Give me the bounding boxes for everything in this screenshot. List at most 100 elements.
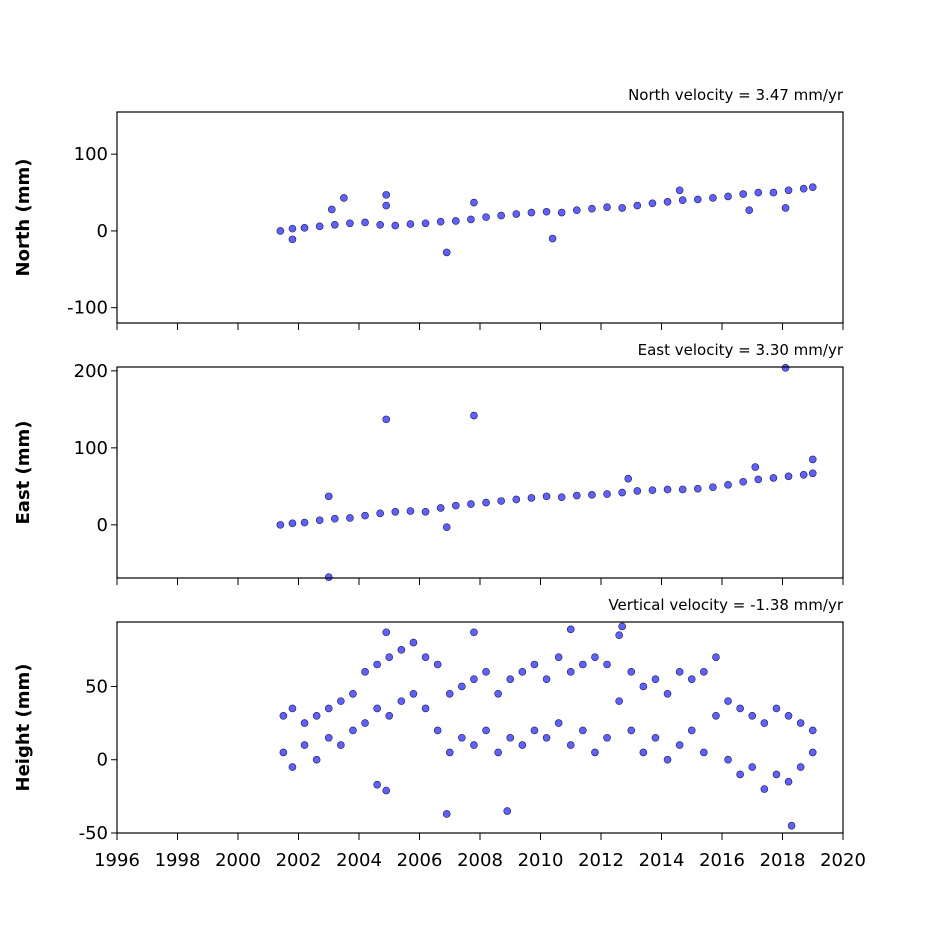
point bbox=[542, 492, 551, 501]
point bbox=[391, 221, 400, 230]
point bbox=[512, 210, 521, 218]
point bbox=[330, 220, 339, 229]
point bbox=[397, 697, 406, 705]
y-tick-label: 0 bbox=[97, 221, 108, 242]
point bbox=[288, 224, 297, 233]
point bbox=[482, 668, 490, 676]
point bbox=[724, 697, 732, 705]
point bbox=[675, 668, 684, 676]
point bbox=[506, 733, 515, 742]
point bbox=[518, 741, 527, 749]
point bbox=[615, 631, 623, 639]
point bbox=[373, 780, 381, 789]
point bbox=[376, 220, 384, 229]
point bbox=[651, 675, 660, 683]
point bbox=[736, 770, 744, 779]
point bbox=[436, 504, 445, 512]
point bbox=[624, 474, 633, 483]
point bbox=[784, 711, 793, 720]
point bbox=[709, 483, 717, 491]
point bbox=[700, 668, 708, 676]
point bbox=[566, 668, 575, 676]
x-tick-label: 2020 bbox=[820, 850, 866, 871]
point bbox=[337, 741, 345, 749]
point bbox=[678, 196, 687, 205]
point bbox=[808, 455, 817, 464]
point bbox=[799, 184, 808, 193]
point bbox=[482, 498, 490, 507]
point bbox=[300, 719, 309, 727]
y-tick-label: -100 bbox=[67, 298, 108, 319]
point bbox=[300, 741, 309, 749]
y-tick-label: 200 bbox=[74, 361, 108, 382]
point bbox=[712, 653, 720, 661]
point bbox=[751, 463, 760, 471]
point bbox=[781, 204, 790, 212]
point bbox=[781, 363, 790, 372]
point bbox=[588, 204, 596, 213]
point bbox=[361, 218, 369, 227]
x-tick-label: 2008 bbox=[457, 850, 503, 871]
y-tick-label: -50 bbox=[79, 823, 108, 844]
point bbox=[796, 763, 805, 771]
point bbox=[572, 491, 581, 500]
point bbox=[663, 689, 672, 698]
point bbox=[663, 485, 672, 494]
point bbox=[627, 726, 636, 735]
point bbox=[458, 682, 466, 691]
point bbox=[433, 660, 442, 669]
point bbox=[639, 748, 648, 757]
point bbox=[361, 668, 369, 676]
point bbox=[603, 490, 611, 498]
point bbox=[376, 509, 384, 518]
point bbox=[808, 726, 817, 735]
point bbox=[603, 203, 611, 211]
point bbox=[327, 205, 336, 214]
point bbox=[482, 213, 490, 221]
point bbox=[330, 514, 339, 523]
point bbox=[276, 227, 285, 235]
point bbox=[557, 208, 566, 217]
point bbox=[409, 689, 418, 698]
points bbox=[276, 363, 817, 582]
point bbox=[627, 668, 636, 676]
point bbox=[591, 748, 599, 757]
point bbox=[745, 206, 754, 215]
point bbox=[748, 763, 757, 771]
panel: Vertical velocity = -1.38 mm/yr Height (m… bbox=[13, 596, 866, 871]
point bbox=[651, 733, 660, 742]
point bbox=[591, 653, 599, 661]
points bbox=[276, 183, 817, 257]
point bbox=[772, 704, 781, 713]
point bbox=[497, 211, 505, 220]
y-tick-label: 100 bbox=[74, 438, 108, 459]
panel-title: Vertical velocity = -1.38 mm/yr bbox=[608, 596, 843, 614]
point bbox=[530, 660, 539, 669]
point bbox=[760, 785, 769, 793]
point bbox=[554, 653, 563, 661]
point bbox=[769, 188, 778, 197]
point bbox=[700, 748, 708, 757]
point bbox=[663, 197, 672, 206]
point bbox=[618, 488, 626, 497]
point bbox=[648, 486, 657, 495]
point bbox=[799, 471, 808, 479]
point bbox=[361, 719, 369, 727]
point bbox=[445, 689, 454, 698]
point bbox=[784, 472, 793, 481]
point bbox=[470, 628, 478, 637]
point bbox=[346, 219, 354, 228]
point bbox=[603, 733, 611, 742]
point bbox=[808, 183, 817, 191]
point bbox=[512, 495, 521, 504]
point bbox=[300, 224, 309, 232]
point bbox=[796, 719, 805, 727]
point bbox=[300, 518, 309, 527]
x-tick-label: 2014 bbox=[639, 850, 685, 871]
point bbox=[391, 507, 400, 516]
x-tick-label: 1996 bbox=[94, 850, 140, 871]
point bbox=[451, 217, 460, 225]
axes-frame bbox=[116, 111, 844, 324]
point bbox=[784, 777, 793, 786]
point bbox=[739, 190, 747, 198]
